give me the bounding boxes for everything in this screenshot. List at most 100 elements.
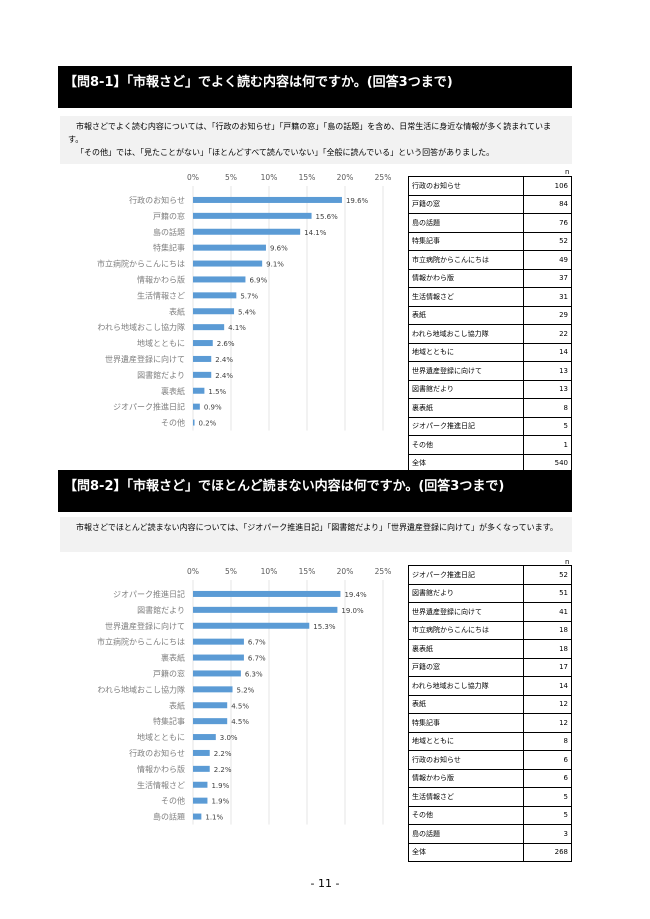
table-cell-label: 生活情報さど [408, 787, 524, 807]
value-label: 6.7% [248, 639, 266, 647]
value-label: 1.9% [211, 798, 229, 806]
category-label: ジオパーク推進日記 [113, 589, 185, 599]
x-tick-label: 15% [299, 173, 316, 182]
category-label: 戸籍の窓 [153, 668, 185, 678]
table-cell-label: 裏表紙 [408, 639, 524, 659]
category-label: 特集記事 [153, 243, 185, 253]
table-cell-count: 22 [523, 324, 572, 344]
table-cell-label: その他 [408, 435, 524, 455]
table-row: 世界遺産登録に向けて 41 [408, 602, 572, 622]
value-label: 4.5% [231, 718, 249, 726]
table-cell-label: 島の話題 [408, 213, 524, 233]
table-cell-count: 5 [523, 787, 572, 807]
bar [193, 590, 341, 597]
category-label: その他 [161, 796, 185, 806]
summary-box-2: 市報さどでほとんど読まない内容については、「ジオパーク推進日記」「図書館だより」… [60, 517, 572, 552]
table-cell-label: 行政のお知らせ [408, 176, 524, 196]
bar [193, 371, 212, 378]
table-cell-count: 1 [523, 435, 572, 455]
value-label: 19.4% [344, 591, 367, 599]
value-label: 5.7% [240, 292, 258, 300]
table-row: 世界遺産登録に向けて 13 [408, 361, 572, 381]
table-row: 図書館だより 51 [408, 583, 572, 603]
chart-svg: 0% 5% 10% 15% 20% 25% 行政のお知らせ 19.6% 戸籍の窓 15.6% 島の話… [97, 173, 391, 431]
table-cell-count: 84 [523, 194, 572, 214]
page-number: - 11 - [310, 877, 340, 890]
count-table-1: 行政のお知らせ 106 戸籍の窓 84 島の話題 76 特集記事 52 市立病院からこんにちは 4… [408, 176, 572, 473]
table-row: 市立病院からこんにちは 18 [408, 620, 572, 640]
value-label: 3.0% [220, 734, 238, 742]
table-cell-count: 76 [523, 213, 572, 233]
bar [193, 212, 312, 219]
bar [193, 749, 210, 756]
table-cell-label: 戸籍の窓 [408, 194, 524, 214]
table-cell-count: 13 [523, 379, 572, 399]
table-n-label: n [565, 168, 570, 176]
table-row: 表紙 12 [408, 694, 572, 714]
table-cell-count: 37 [523, 268, 572, 288]
bar [193, 606, 338, 613]
question-header-1: 【問8-1】「市報さど」でよく読む内容は何ですか。(回答3つまで) [58, 66, 572, 108]
x-tick-label: 20% [337, 173, 354, 182]
category-label: 行政のお知らせ [129, 748, 185, 758]
table-row: ジオパーク推進日記 52 [408, 565, 572, 585]
x-tick-label: 25% [375, 567, 392, 576]
bar [193, 686, 233, 693]
bar [193, 340, 213, 347]
bar [193, 654, 244, 661]
table-cell-label: 生活情報さど [408, 287, 524, 307]
category-label: 生活情報さど [137, 290, 185, 300]
count-table-2: ジオパーク推進日記 52 図書館だより 51 世界遺産登録に向けて 41 市立病院からこんに… [408, 565, 572, 862]
table-cell-count: 18 [523, 639, 572, 659]
table-row: 地域とともに 8 [408, 731, 572, 751]
bar [193, 638, 244, 645]
bar [193, 797, 208, 804]
value-label: 9.6% [270, 245, 288, 253]
table-row: 生活情報さど 31 [408, 287, 572, 307]
category-label: 裏表紙 [161, 653, 185, 663]
bar [193, 196, 342, 203]
table-row: 裏表紙 8 [408, 398, 572, 418]
category-label: 裏表紙 [161, 386, 185, 396]
question-header-2: 【問8-2】「市報さど」でほとんど読まない内容は何ですか。(回答3つまで) [58, 470, 572, 512]
bar [193, 702, 228, 709]
category-label: われら地域おこし協力隊 [97, 684, 185, 694]
category-label: ジオパーク推進日記 [113, 402, 185, 412]
table-cell-label: 表紙 [408, 305, 524, 325]
table-row: 特集記事 12 [408, 713, 572, 733]
table-row: 地域とともに 14 [408, 342, 572, 362]
value-label: 5.2% [237, 686, 255, 694]
bar [193, 718, 228, 725]
table-row: 行政のお知らせ 106 [408, 176, 572, 196]
category-label: 市立病院からこんにちは [97, 259, 185, 269]
value-label: 6.7% [248, 655, 266, 663]
category-label: 情報かわら版 [137, 764, 185, 774]
category-label: 島の話題 [153, 812, 185, 822]
x-tick-label: 0% [187, 567, 199, 576]
value-label: 19.0% [341, 607, 364, 615]
chart-svg: 0% 5% 10% 15% 20% 25% ジオパーク推進日記 19.4% 図書館だより 19.0… [97, 567, 392, 825]
summary-text: 市報さどでよく読む内容については、「行政のお知らせ」「戸籍の窓」「島の話題」を含… [68, 122, 552, 144]
summary-text: 「その他」では、「見たことがない」「ほとんどすべて読んでいない」「全般に読んでい… [76, 148, 495, 157]
table-cell-count: 12 [523, 694, 572, 714]
table-cell-label: 地域とともに [408, 342, 524, 362]
table-row: 情報かわら版 6 [408, 768, 572, 788]
x-tick-label: 5% [225, 173, 237, 182]
value-label: 4.1% [228, 324, 246, 332]
bar [193, 324, 225, 331]
category-label: 地域とともに [137, 338, 185, 348]
table-row: 市立病院からこんにちは 49 [408, 250, 572, 270]
table-cell-label: 市立病院からこんにちは [408, 250, 524, 270]
category-label: その他 [161, 418, 185, 428]
table-cell-label: 特集記事 [408, 713, 524, 733]
table-row: 図書館だより 13 [408, 379, 572, 399]
x-tick-label: 15% [299, 567, 316, 576]
table-cell-label: 裏表紙 [408, 398, 524, 418]
value-label: 0.9% [204, 404, 222, 412]
x-tick-label: 10% [261, 567, 278, 576]
table-cell-count: 14 [523, 676, 572, 696]
category-label: 表紙 [169, 700, 185, 710]
category-label: われら地域おこし協力隊 [97, 322, 185, 332]
category-label: 世界遺産登録に向けて [105, 354, 185, 364]
table-row: ジオパーク推進日記 5 [408, 416, 572, 436]
